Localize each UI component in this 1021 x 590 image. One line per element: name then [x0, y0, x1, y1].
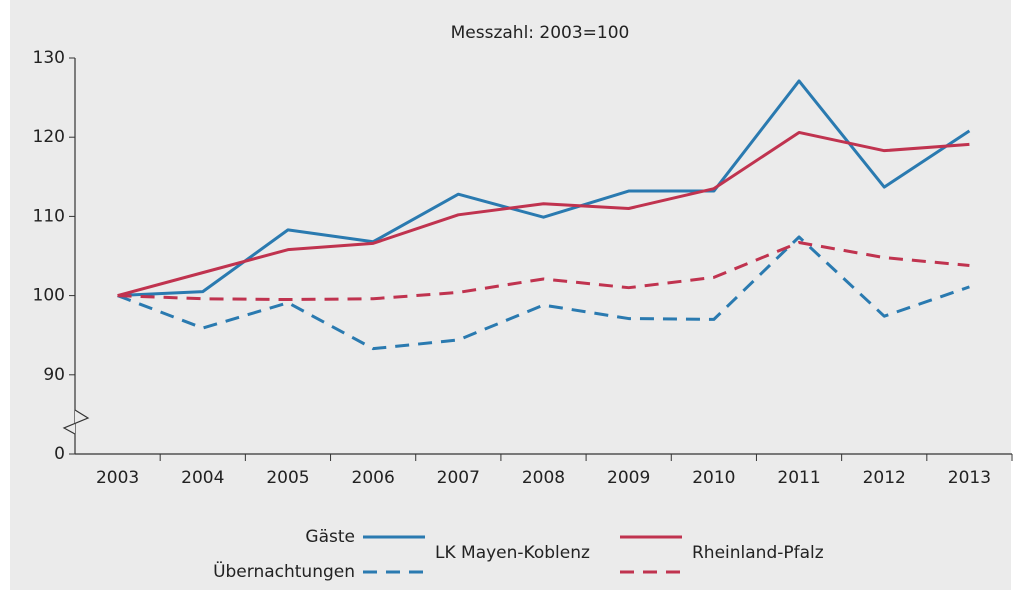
y-tick-label: 110 [33, 206, 65, 226]
y-tick-label: 100 [33, 286, 65, 306]
x-tick-label: 2003 [96, 468, 139, 488]
x-tick-label: 2008 [522, 468, 565, 488]
x-tick-label: 2011 [777, 468, 820, 488]
line [117, 79, 971, 298]
y-tick-label: 0 [54, 444, 65, 464]
y-tick-label: 120 [33, 127, 65, 147]
x-tick-label: 2010 [692, 468, 735, 488]
x-tick-label: 2005 [266, 468, 309, 488]
x-tick-label: 2012 [863, 468, 906, 488]
line [117, 130, 970, 298]
y-tick-label: 90 [43, 365, 65, 385]
line [117, 241, 970, 302]
x-tick-label: 2013 [948, 468, 991, 488]
line [117, 235, 970, 351]
axis-break [62, 409, 90, 435]
legend-column-label: Rheinland-Pfalz [692, 543, 824, 563]
legend-column-label: LK Mayen-Koblenz [435, 543, 590, 563]
x-tick-label: 2006 [352, 468, 395, 488]
legend-row-label: Übernachtungen [213, 560, 355, 582]
chart-title: Messzahl: 2003=100 [451, 23, 630, 43]
background [10, 0, 1011, 590]
x-tick-label: 2004 [181, 468, 224, 488]
legend-row-label: Gäste [305, 527, 355, 547]
y-tick-label: 130 [33, 48, 65, 68]
x-tick-label: 2009 [607, 468, 650, 488]
x-tick-label: 2007 [437, 468, 480, 488]
